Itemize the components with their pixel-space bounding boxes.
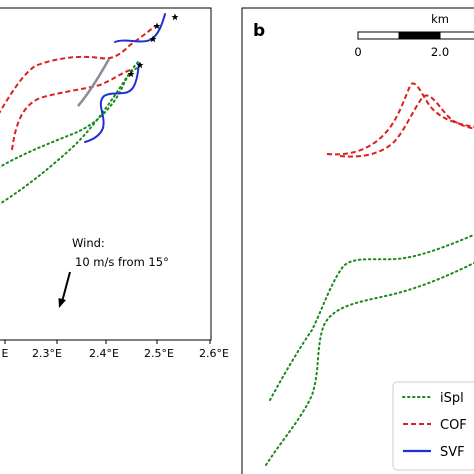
cof-track [11, 69, 131, 151]
star-marker [127, 70, 135, 78]
svf-track [84, 63, 140, 143]
lon-tick-label: 2.4°E [89, 347, 119, 360]
wind-heading: Wind: [72, 236, 105, 250]
scale-unit: km [431, 12, 449, 26]
star-markers [127, 13, 179, 78]
legend: iSpl COF SVF [392, 381, 474, 471]
star-marker [153, 22, 161, 30]
panel-a-ticks [4, 340, 211, 344]
cof-track [326, 82, 474, 156]
star-marker [149, 35, 157, 43]
ispl-trajectories-a [0, 59, 141, 205]
ispl-trajectories-b [265, 233, 474, 466]
panel-b-frame [241, 7, 474, 474]
lon-tick-label: 2.3°E [32, 347, 62, 360]
panel-a: E 2.3°E 2.4°E 2.5°E 2.6°E [0, 7, 229, 360]
ispl-track [269, 233, 474, 401]
svf-track [114, 13, 166, 43]
svf-trajectories-a [84, 13, 166, 143]
grey-segment [77, 58, 111, 107]
panel-a-frame [0, 7, 212, 341]
legend-item-cof: COF [403, 418, 467, 433]
cof-trajectories-a [0, 25, 156, 151]
scale-label: 0 [354, 45, 361, 59]
star-marker [171, 13, 179, 21]
legend-label: SVF [440, 445, 465, 460]
cof-trajectories-b [326, 82, 474, 158]
legend-label: COF [440, 418, 467, 433]
legend-box [392, 381, 474, 471]
legend-item-svf: SVF [403, 445, 465, 460]
wind-arrow-icon [58, 271, 71, 308]
ispl-track [265, 261, 474, 466]
wind-detail: 10 m/s from 15° [75, 255, 169, 269]
ispl-track [0, 67, 138, 205]
cof-track [0, 25, 156, 114]
legend-item-ispl: iSpl [402, 391, 464, 406]
lon-tick-label: 2.6°E [199, 347, 229, 360]
panel-b: b km 0 2.0 iSpl [241, 7, 474, 474]
panel-letter: b [253, 21, 265, 41]
legend-label: iSpl [440, 391, 464, 406]
lon-tick-label: E [2, 347, 9, 360]
scale-bar: km 0 2.0 [354, 12, 474, 59]
scale-label: 2.0 [431, 45, 449, 59]
cof-track [339, 94, 474, 158]
star-marker [136, 61, 144, 69]
lon-tick-label: 2.5°E [144, 347, 174, 360]
